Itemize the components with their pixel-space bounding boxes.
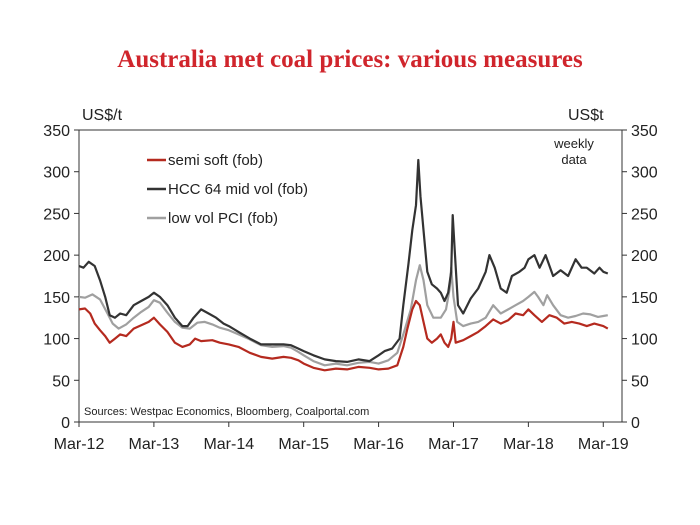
- y-tick-label-left: 200: [43, 248, 70, 265]
- plot-frame: [78, 129, 623, 423]
- x-tick-label: Mar-15: [278, 436, 329, 453]
- chart-title: Australia met coal prices: various measu…: [117, 46, 583, 73]
- series-line-hcc-64-mid-vol-fob: [78, 158, 609, 363]
- legend-label-semi-soft-fob: semi soft (fob): [168, 152, 263, 169]
- y-tick-label-left: 300: [43, 165, 70, 182]
- y-tick-label-right: 150: [631, 290, 658, 307]
- y-tick-label-left: 100: [43, 332, 70, 349]
- x-tick-label: Mar-18: [503, 436, 554, 453]
- x-tick-label: Mar-13: [129, 436, 180, 453]
- y-tick-label-left: 50: [52, 373, 70, 390]
- series-line-low-vol-pci-fob: [78, 264, 608, 367]
- y-tick-label-left: 250: [43, 206, 70, 223]
- chart-axes: 0 0 50 50 100 100 150 150 200 200 250 250 300 300 350 3…: [43, 123, 658, 453]
- legend-label-low-vol-pci-fob: low vol PCI (fob): [168, 210, 278, 227]
- y-tick-label-right: 350: [631, 123, 658, 140]
- y-tick-label-left: 0: [61, 415, 70, 432]
- x-tick-label: Mar-17: [428, 436, 479, 453]
- chart-lines: [78, 158, 609, 372]
- legend-label-hcc-64-mid-vol-fob: HCC 64 mid vol (fob): [168, 181, 308, 198]
- y-tick-label-right: 200: [631, 248, 658, 265]
- weekly-note-line2: data: [561, 152, 587, 167]
- y-axis-label-right: US$t: [568, 107, 604, 124]
- x-tick-label: Mar-14: [203, 436, 254, 453]
- y-tick-label-right: 250: [631, 206, 658, 223]
- y-tick-label-right: 0: [631, 415, 640, 432]
- series-line-semi-soft-fob: [78, 299, 609, 372]
- x-tick-label: Mar-12: [54, 436, 105, 453]
- x-tick-label: Mar-16: [353, 436, 404, 453]
- y-axis-label-left: US$/t: [82, 107, 123, 124]
- weekly-note-line1: weekly: [553, 136, 594, 151]
- chart-legend: semi soft (fob) HCC 64 mid vol (fob) low v…: [147, 152, 308, 227]
- x-tick-label: Mar-19: [578, 436, 629, 453]
- y-tick-label-right: 300: [631, 165, 658, 182]
- y-tick-label-left: 350: [43, 123, 70, 140]
- source-note: Sources: Westpac Economics, Bloomberg, C…: [84, 406, 369, 418]
- y-tick-label-left: 150: [43, 290, 70, 307]
- y-tick-label-right: 50: [631, 373, 649, 390]
- y-tick-label-right: 100: [631, 332, 658, 349]
